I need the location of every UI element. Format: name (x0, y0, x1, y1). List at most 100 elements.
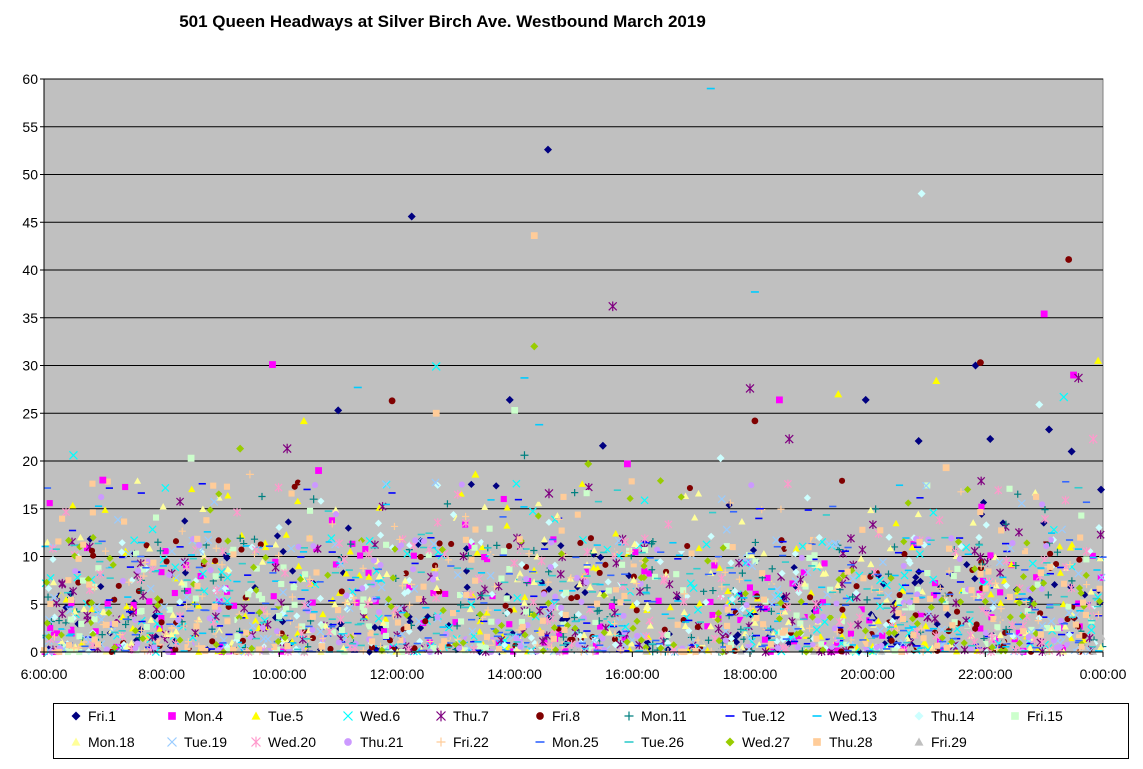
data-point (646, 622, 654, 629)
data-point (946, 594, 954, 601)
data-point (199, 645, 206, 652)
data-point (927, 595, 934, 602)
data-point (144, 558, 151, 565)
data-point (971, 565, 979, 573)
data-point (792, 544, 801, 552)
data-point (656, 558, 664, 566)
data-point (738, 569, 746, 577)
data-point (633, 607, 640, 614)
data-point (156, 547, 164, 555)
data-point (574, 511, 581, 518)
data-point (862, 640, 869, 647)
data-point (945, 545, 953, 552)
data-point (482, 538, 490, 545)
data-point (782, 592, 791, 601)
data-point (800, 569, 807, 576)
data-point (416, 637, 424, 646)
data-point (65, 642, 73, 649)
data-point (593, 600, 601, 607)
data-point (540, 591, 547, 598)
data-point (642, 643, 650, 651)
data-point (433, 584, 441, 591)
data-point (642, 632, 651, 641)
data-point (69, 647, 77, 654)
data-point (833, 600, 840, 607)
data-point (234, 616, 241, 623)
data-point (325, 627, 334, 637)
data-point (611, 630, 619, 638)
data-point (677, 544, 686, 551)
data-point (1021, 548, 1029, 555)
data-point (425, 551, 432, 558)
data-point (878, 558, 887, 567)
data-point (118, 548, 126, 556)
data-point (900, 538, 908, 546)
data-point (476, 628, 484, 635)
data-point (146, 584, 155, 593)
data-point (371, 596, 378, 603)
data-point (599, 635, 606, 642)
data-point (612, 586, 619, 593)
data-point (218, 561, 226, 569)
data-point (1053, 644, 1060, 651)
data-point (172, 573, 181, 582)
data-point (555, 515, 563, 523)
data-point (852, 589, 860, 597)
data-point (78, 620, 85, 627)
data-point (756, 559, 764, 566)
data-point (206, 506, 214, 514)
data-point (63, 622, 72, 630)
data-point (725, 645, 732, 652)
data-point (146, 598, 153, 605)
data-point (288, 567, 297, 575)
data-point (485, 625, 493, 632)
data-point (245, 470, 254, 479)
y-tick-label: 20 (22, 453, 38, 469)
data-point (454, 515, 462, 522)
legend-item: Fri.8 (534, 708, 580, 724)
data-point (113, 515, 122, 524)
data-point (991, 579, 1000, 587)
data-point (808, 613, 817, 621)
data-point (154, 595, 162, 603)
data-point (1002, 556, 1011, 566)
data-point (918, 588, 926, 595)
x-tick-label: 20:00:00 (840, 666, 895, 682)
data-point (405, 627, 413, 635)
data-point (547, 564, 554, 571)
data-point (1040, 579, 1048, 587)
data-point (278, 618, 287, 626)
data-point (236, 444, 245, 453)
legend-marker-shape (813, 738, 821, 746)
data-point (438, 546, 446, 554)
data-point (389, 574, 397, 582)
data-point (624, 460, 631, 468)
legend-marker-shape (1011, 712, 1019, 720)
x-tick-label: 6:00:00 (21, 666, 68, 682)
data-point (133, 636, 141, 644)
data-point (476, 643, 483, 650)
data-point (629, 624, 637, 632)
data-point (1050, 637, 1058, 644)
data-point (332, 511, 340, 518)
data-point (309, 495, 318, 504)
data-point (783, 479, 792, 489)
data-point (293, 612, 301, 620)
data-point (966, 630, 975, 640)
data-point (988, 643, 996, 651)
data-point (858, 606, 865, 613)
data-point (273, 532, 282, 540)
data-point (98, 494, 105, 501)
data-point (868, 520, 877, 529)
data-point (664, 631, 671, 639)
data-point (278, 638, 286, 646)
data-point (913, 620, 922, 628)
data-point (178, 527, 186, 535)
data-point (332, 506, 340, 513)
y-tick-label: 5 (30, 596, 38, 612)
data-point (751, 619, 759, 626)
data-point (1019, 573, 1028, 581)
data-point (462, 536, 469, 543)
data-point (394, 619, 402, 626)
data-point (187, 454, 195, 462)
